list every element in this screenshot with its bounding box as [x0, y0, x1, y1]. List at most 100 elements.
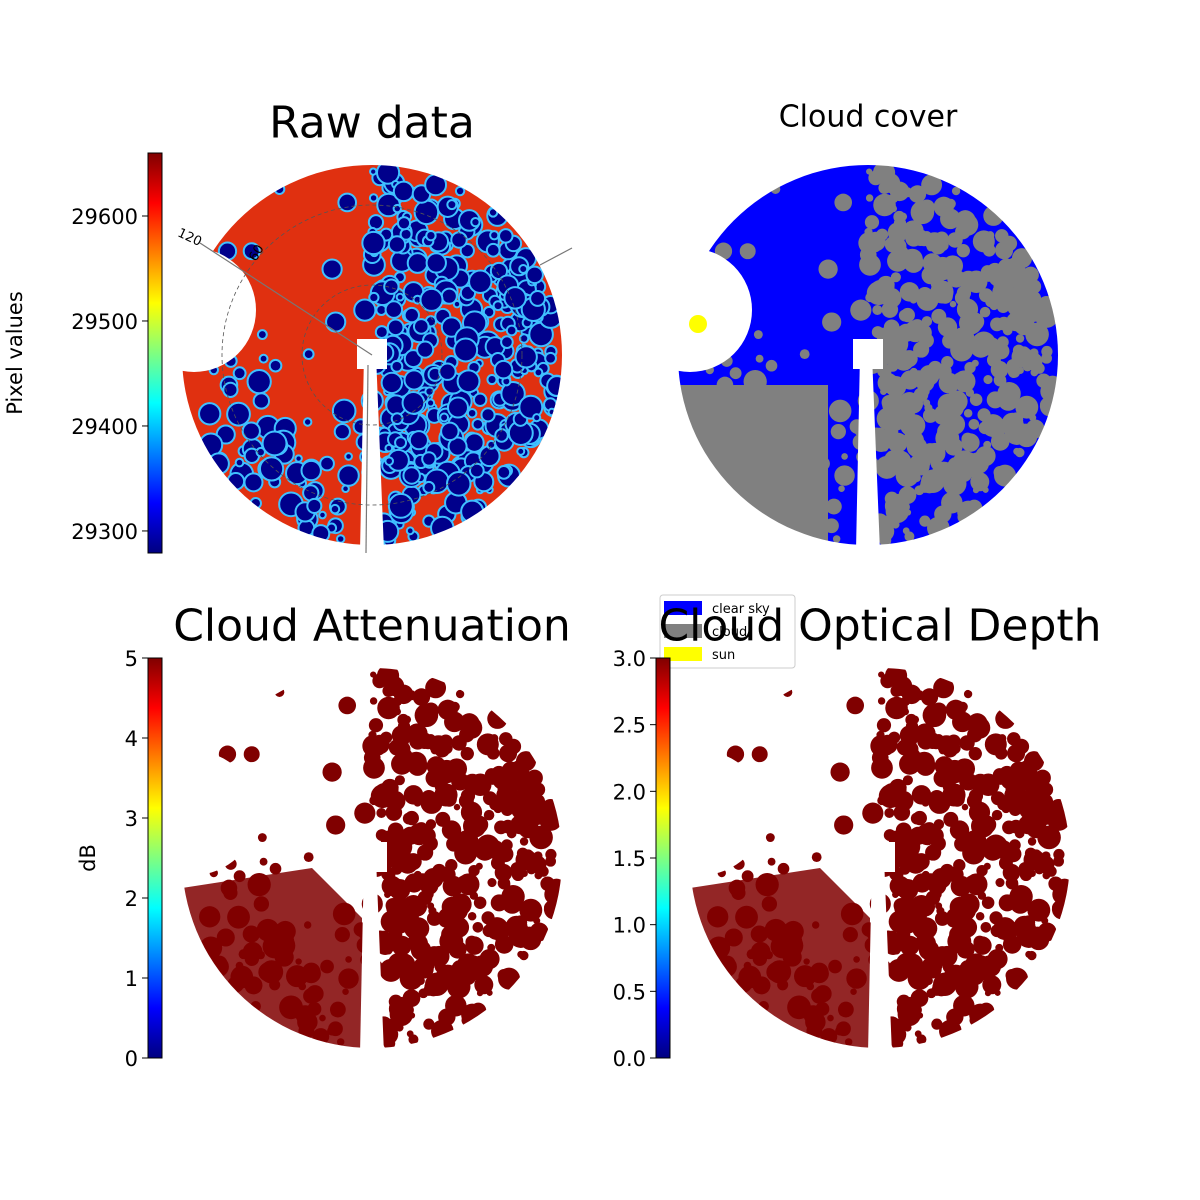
- image-blob: [803, 958, 810, 965]
- image-blob: [391, 916, 403, 928]
- image-blob: [969, 393, 983, 406]
- image-blob: [222, 381, 239, 398]
- image-blob: [488, 711, 498, 720]
- image-blob: [724, 928, 743, 947]
- image-blob: [794, 520, 811, 536]
- image-blob: [993, 840, 1013, 860]
- image-blob: [905, 431, 924, 450]
- image-blob: [533, 917, 541, 925]
- image-blob: [499, 732, 513, 746]
- image-blob: [937, 317, 958, 337]
- image-blob: [827, 1014, 834, 1022]
- image-blob: [890, 272, 901, 283]
- image-blob: [981, 896, 995, 909]
- image-blob: [951, 186, 961, 196]
- image-blob: [937, 422, 955, 441]
- image-blob: [921, 822, 937, 837]
- image-blob: [426, 911, 442, 926]
- image-blob: [416, 340, 435, 359]
- image-blob: [975, 445, 996, 467]
- image-blob: [885, 696, 908, 720]
- image-blob: [828, 399, 852, 423]
- image-blob: [375, 829, 388, 842]
- image-blob: [388, 996, 413, 1021]
- image-blob: [968, 747, 982, 761]
- image-blob: [387, 235, 407, 254]
- image-blob: [425, 252, 447, 274]
- image-blob: [834, 465, 855, 486]
- image-blob: [921, 387, 930, 396]
- image-blob: [871, 343, 890, 362]
- image-blob: [329, 503, 341, 515]
- image-blob: [973, 936, 992, 955]
- image-blob: [335, 534, 346, 544]
- image-blob: [456, 369, 481, 394]
- image-blob: [838, 1007, 848, 1017]
- image-blob: [740, 448, 756, 463]
- image-blob: [913, 341, 930, 358]
- image-blob: [921, 174, 943, 196]
- image-blob: [376, 519, 400, 543]
- image-blob: [303, 852, 314, 863]
- image-blob: [337, 192, 358, 213]
- image-blob: [395, 940, 407, 952]
- image-blob: [755, 873, 779, 897]
- image-blob: [532, 413, 542, 423]
- image-blob: [977, 773, 1000, 796]
- image-blob: [242, 925, 260, 943]
- image-blob: [344, 452, 353, 461]
- image-blob: [983, 375, 993, 385]
- image-blob: [729, 367, 742, 380]
- image-blob: [352, 418, 370, 435]
- image-blob: [987, 948, 1008, 970]
- panel-title: Cloud Attenuation: [173, 600, 571, 651]
- image-blob: [933, 677, 955, 699]
- colorbar-tick-label: 0: [125, 1047, 138, 1071]
- image-blob: [865, 194, 874, 202]
- image-blob: [979, 306, 991, 318]
- image-blob: [217, 241, 238, 261]
- image-blob: [376, 807, 387, 818]
- image-blob: [758, 431, 783, 456]
- image-blob: [965, 270, 988, 293]
- image-blob: [953, 370, 976, 393]
- image-blob: [995, 708, 1016, 729]
- image-blob: [887, 413, 899, 425]
- image-blob: [376, 664, 400, 687]
- image-blob: [963, 408, 973, 418]
- image-blob: [911, 970, 928, 987]
- image-blob: [889, 875, 910, 897]
- legend-swatch: [664, 601, 702, 615]
- image-blob: [956, 244, 970, 258]
- image-blob: [755, 457, 780, 481]
- image-blob: [735, 905, 758, 929]
- image-blob: [917, 934, 936, 953]
- colorbar-tick-label: 5: [125, 647, 138, 671]
- image-blob: [496, 465, 512, 480]
- panel-title: Cloud cover: [779, 100, 958, 135]
- image-blob: [471, 417, 485, 431]
- image-blob: [338, 696, 357, 715]
- image-blob: [377, 1023, 399, 1045]
- image-blob: [207, 452, 230, 475]
- image-blob: [497, 969, 511, 982]
- image-blob: [485, 840, 505, 860]
- image-blob: [846, 968, 867, 989]
- image-blob: [322, 762, 342, 782]
- image-blob: [761, 896, 778, 912]
- image-blob: [302, 348, 315, 361]
- image-blob: [717, 868, 726, 878]
- image-blob: [1025, 322, 1049, 347]
- image-blob: [903, 940, 915, 952]
- image-blob: [519, 837, 529, 846]
- image-blob: [247, 873, 271, 897]
- image-blob: [485, 242, 501, 258]
- image-blob: [716, 956, 737, 977]
- image-blob: [369, 795, 379, 806]
- sky-image: [182, 160, 568, 548]
- image-blob: [472, 921, 484, 933]
- image-blob: [799, 418, 808, 426]
- image-blob: [403, 970, 420, 987]
- image-blob: [445, 471, 472, 497]
- image-blob: [934, 911, 950, 926]
